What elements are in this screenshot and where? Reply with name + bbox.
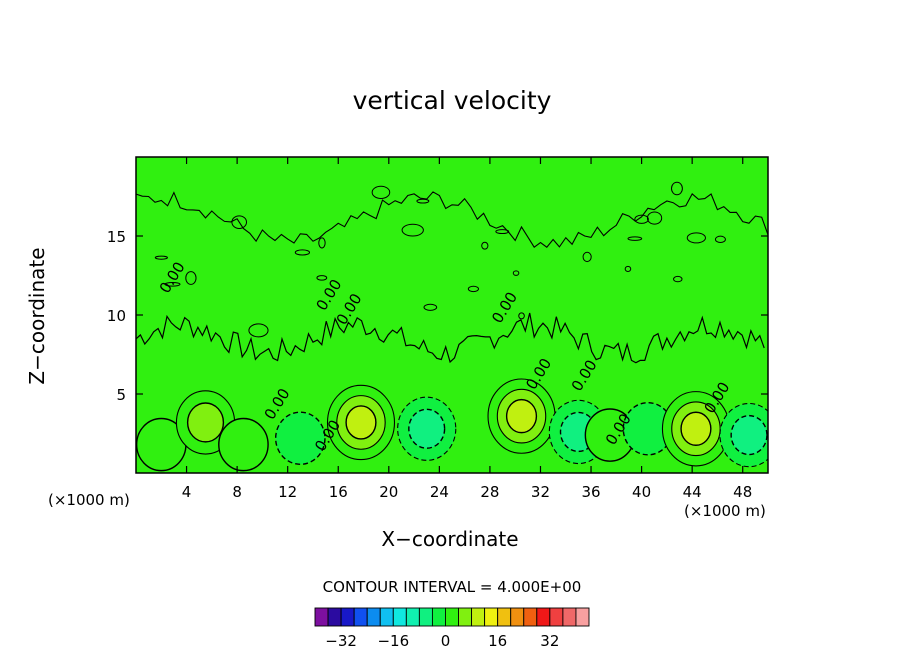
contour-band bbox=[505, 398, 538, 434]
contour-cell bbox=[661, 391, 730, 467]
colorbar-swatch bbox=[327, 607, 342, 627]
contour-band bbox=[345, 405, 377, 440]
contour-cell bbox=[719, 402, 768, 468]
contour-blob bbox=[294, 249, 311, 256]
contour-blob bbox=[371, 185, 391, 199]
contour-blob bbox=[154, 255, 168, 260]
x-tick-label: 44 bbox=[683, 483, 702, 501]
contour-blob bbox=[231, 215, 247, 229]
y-tick-label: 15 bbox=[107, 228, 126, 246]
contour-blob bbox=[467, 285, 480, 293]
contour-cell bbox=[326, 384, 396, 461]
x-tick-label: 28 bbox=[480, 483, 499, 501]
contour-blob bbox=[624, 265, 632, 272]
contour-blob bbox=[673, 275, 683, 283]
contour-blob bbox=[670, 181, 683, 196]
contour-band bbox=[274, 411, 326, 466]
colorbar-swatch bbox=[562, 607, 577, 627]
contour-blob bbox=[686, 232, 706, 244]
colorbar-swatch bbox=[445, 607, 459, 627]
colorbar-swatch bbox=[549, 607, 564, 627]
contour-blob bbox=[582, 251, 592, 263]
contour-band bbox=[680, 411, 712, 446]
colorbar-swatch bbox=[353, 607, 368, 627]
colorbar-tick-label: 32 bbox=[540, 632, 559, 650]
colorbar-swatch bbox=[575, 607, 590, 627]
zero-contour-line bbox=[136, 312, 765, 364]
contour-blob bbox=[512, 270, 520, 276]
contour-cell bbox=[274, 411, 326, 466]
contour-cell bbox=[175, 390, 236, 455]
y-tick-label: 5 bbox=[116, 386, 126, 404]
colorbar-swatch bbox=[340, 607, 355, 627]
x-tick-label: 12 bbox=[278, 483, 297, 501]
colorbar-tick-label: −32 bbox=[325, 632, 357, 650]
contour-interval-label: CONTOUR INTERVAL = 4.000E+00 bbox=[322, 578, 582, 596]
x-unit-label-left: (×1000 m) bbox=[48, 491, 130, 509]
contour-blob bbox=[416, 198, 430, 204]
contour-blob bbox=[646, 211, 663, 225]
contour-blob bbox=[714, 235, 726, 244]
colorbar-swatch bbox=[379, 607, 394, 627]
colorbar-swatch bbox=[431, 607, 446, 627]
colorbar-swatch bbox=[510, 607, 525, 627]
zero-contour-line bbox=[136, 191, 768, 248]
contour-blob bbox=[185, 271, 197, 285]
contour-band bbox=[186, 402, 225, 443]
contour-cell bbox=[397, 396, 457, 461]
contour-blob bbox=[634, 214, 649, 224]
colorbar-swatch bbox=[314, 607, 329, 627]
contour-blob bbox=[423, 303, 438, 311]
contour-cell bbox=[487, 378, 556, 454]
x-axis-label: X−coordinate bbox=[381, 527, 519, 551]
colorbar-swatch bbox=[497, 607, 512, 627]
colorbar-swatch bbox=[405, 607, 420, 627]
colorbar-swatch bbox=[458, 607, 473, 627]
x-tick-label: 8 bbox=[232, 483, 242, 501]
colorbar-tick-label: 16 bbox=[488, 632, 507, 650]
colorbar-swatch bbox=[418, 607, 433, 627]
contour-blob bbox=[318, 237, 326, 249]
contour-blob bbox=[316, 275, 328, 281]
contour-cell bbox=[218, 417, 269, 472]
x-tick-label: 40 bbox=[632, 483, 651, 501]
contour-blob bbox=[248, 323, 269, 338]
colorbar-tick-label: 0 bbox=[441, 632, 451, 650]
x-tick-label: 16 bbox=[329, 483, 348, 501]
x-tick-label: 32 bbox=[531, 483, 550, 501]
x-tick-label: 20 bbox=[379, 483, 398, 501]
contour-blob bbox=[518, 312, 525, 320]
x-tick-label: 24 bbox=[430, 483, 449, 501]
colorbar-swatch bbox=[523, 607, 538, 627]
contour-band bbox=[218, 417, 269, 472]
contour-band bbox=[408, 408, 446, 449]
contour-blob bbox=[627, 236, 643, 241]
contour-blob bbox=[495, 229, 510, 235]
contour-blob bbox=[481, 241, 489, 250]
contour-blob bbox=[401, 223, 424, 237]
y-tick-label: 10 bbox=[107, 307, 126, 325]
contour-band bbox=[730, 414, 768, 456]
x-tick-label: 48 bbox=[733, 483, 752, 501]
x-tick-label: 36 bbox=[581, 483, 600, 501]
contour-blob bbox=[164, 281, 181, 287]
colorbar-swatch bbox=[366, 607, 381, 627]
colorbar-swatch bbox=[471, 607, 486, 627]
chart-title: vertical velocity bbox=[352, 86, 552, 115]
colorbar-swatch bbox=[392, 607, 407, 627]
colorbar-tick-label: −16 bbox=[377, 632, 409, 650]
colorbar-swatch bbox=[536, 607, 551, 627]
colorbar-swatch bbox=[484, 607, 499, 627]
x-unit-label-right: (×1000 m) bbox=[684, 502, 766, 520]
x-tick-label: 4 bbox=[182, 483, 192, 501]
colorbar: −32 −16 0 16 32 bbox=[314, 607, 590, 650]
